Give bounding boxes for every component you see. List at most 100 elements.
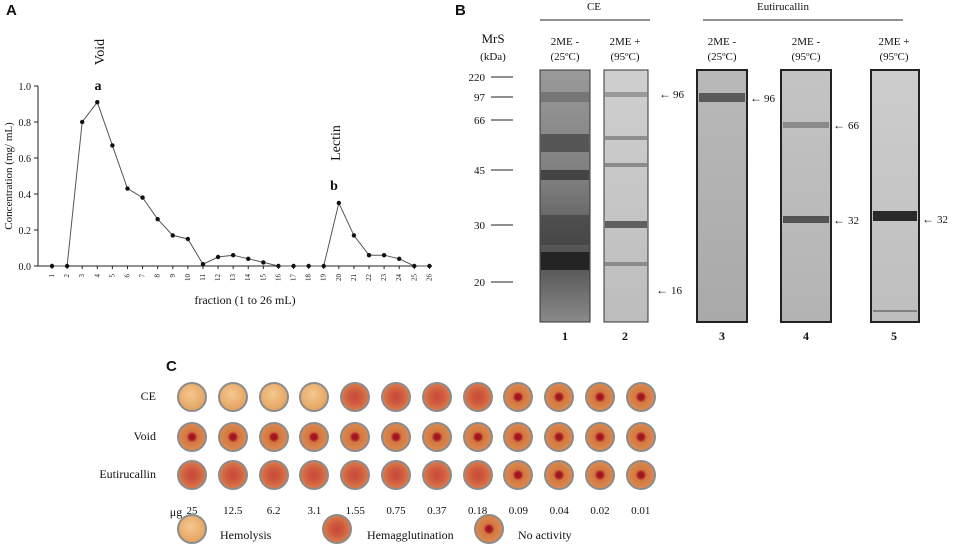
data-point — [366, 253, 372, 258]
data-point — [230, 253, 236, 258]
y-tick-label: 0.4 — [19, 190, 32, 201]
well-hemo — [299, 382, 330, 412]
data-point — [336, 200, 342, 206]
x-tick-label: 16 — [274, 274, 282, 282]
lane-3-cond: 2ME - — [708, 36, 737, 48]
row-label-void: Void — [133, 429, 156, 443]
well-none — [585, 422, 615, 452]
marker-66: 66 — [474, 115, 486, 127]
group-eutirucallin-label: Eutirucallin — [757, 1, 809, 13]
x-tick-label: 22 — [365, 274, 373, 282]
well-none — [217, 422, 248, 452]
x-tick-label: 11 — [199, 274, 207, 281]
well-none — [503, 460, 534, 490]
dose-label: 0.09 — [508, 505, 529, 517]
x-tick-label: 18 — [305, 274, 313, 282]
svg-text:←: ← — [656, 283, 668, 297]
legend-hemagglutination-label: Hemagglutination — [367, 528, 454, 542]
well-hemo — [177, 382, 207, 412]
lane-1-number: 1 — [562, 329, 568, 343]
well-agg — [462, 460, 493, 490]
well-none — [381, 422, 411, 452]
panel-a-letter: A — [6, 2, 17, 19]
x-tick-label: 19 — [320, 274, 328, 282]
well-agg — [421, 382, 452, 412]
lane-5-number: 5 — [891, 329, 897, 343]
well-none — [544, 422, 575, 452]
data-point — [381, 253, 387, 258]
data-point — [215, 254, 221, 260]
marker-30: 30 — [474, 220, 486, 232]
lane-1-cond: 2ME - — [551, 36, 580, 48]
well-none — [503, 382, 534, 412]
lane-1-gel — [539, 69, 591, 323]
well-none — [585, 460, 615, 490]
well-none — [585, 382, 615, 412]
well-none — [544, 460, 575, 490]
lane-2-temp: (95ºC) — [610, 51, 639, 63]
well-none — [625, 422, 656, 452]
data-point — [79, 119, 85, 125]
data-point — [64, 263, 70, 269]
annotation-void-label: Void — [93, 39, 108, 65]
marker-unit: (kDa) — [480, 51, 506, 63]
data-point — [125, 186, 130, 191]
data-point — [397, 256, 402, 261]
data-point — [155, 217, 160, 222]
legend-hemolysis-label: Hemolysis — [220, 528, 272, 542]
x-tick-label: 21 — [350, 274, 358, 282]
well-agg — [258, 460, 289, 490]
dose-label: 3.1 — [307, 505, 322, 517]
legend-hemagglutination-well — [322, 514, 352, 544]
legend-hemolysis-well — [177, 514, 207, 544]
marker-97: 97 — [474, 92, 486, 104]
svg-text:←: ← — [833, 213, 845, 227]
x-tick-label: 20 — [335, 274, 343, 282]
well-none — [462, 422, 493, 452]
data-point — [200, 262, 206, 267]
arrow-lane3-96: ← 96 — [750, 91, 776, 105]
lane-2-gel — [603, 69, 649, 323]
well-none — [258, 422, 289, 452]
arrow-label-96-lane3: 96 — [764, 93, 776, 105]
x-tick-label: 1 — [48, 274, 56, 278]
dose-label: 12.5 — [223, 505, 243, 517]
svg-text:←: ← — [922, 212, 934, 226]
series-line — [52, 101, 430, 267]
lane-4-temp: (95ºC) — [791, 51, 820, 63]
data-point — [140, 195, 145, 200]
arrow-label-32-lane5: 32 — [937, 214, 948, 226]
arrow-label-16-lane2: 16 — [671, 285, 683, 297]
x-tick-label: 12 — [214, 274, 222, 282]
dose-label: 0.02 — [590, 505, 610, 517]
arrow-label-96-lane2: 96 — [673, 89, 685, 101]
well-agg — [381, 382, 411, 412]
dose-unit: μg — [169, 505, 183, 519]
row-label-eutirucallin: Eutirucallin — [99, 467, 156, 481]
x-tick-label: 25 — [410, 274, 418, 282]
lane-2-number: 2 — [622, 329, 628, 343]
annotation-lectin-label: Lectin — [329, 125, 344, 161]
x-tick-label: 9 — [169, 274, 177, 278]
data-point — [49, 263, 55, 269]
dose-label: 6.2 — [266, 505, 281, 517]
data-point — [291, 263, 296, 269]
well-none — [503, 422, 534, 452]
data-point — [246, 256, 251, 261]
arrow-lane2-96: ← 96 — [659, 87, 685, 101]
panel-a-chart: 0.00.20.40.60.81.01 2 3 4 5 6 7 8 9 10 11 12 13 14 15 1… — [3, 39, 433, 307]
marker-45: 45 — [474, 165, 486, 177]
well-agg — [462, 382, 493, 412]
arrow-label-32-lane4: 32 — [848, 215, 859, 227]
x-tick-label: 6 — [123, 274, 131, 278]
lane-4-cond: 2ME - — [792, 36, 821, 48]
arrow-lane4-66: ← 66 — [833, 118, 860, 132]
arrow-label-66-lane4: 66 — [848, 120, 860, 132]
legend-no-activity-label: No activity — [518, 528, 572, 542]
y-tick-label: 0.6 — [19, 154, 32, 165]
annotation-void-peak: a — [95, 79, 102, 94]
arrow-lane2-16: ← 16 — [656, 283, 683, 297]
well-none — [625, 382, 656, 412]
panel-b-letter: B — [455, 2, 466, 19]
x-tick-label: 10 — [184, 274, 192, 282]
